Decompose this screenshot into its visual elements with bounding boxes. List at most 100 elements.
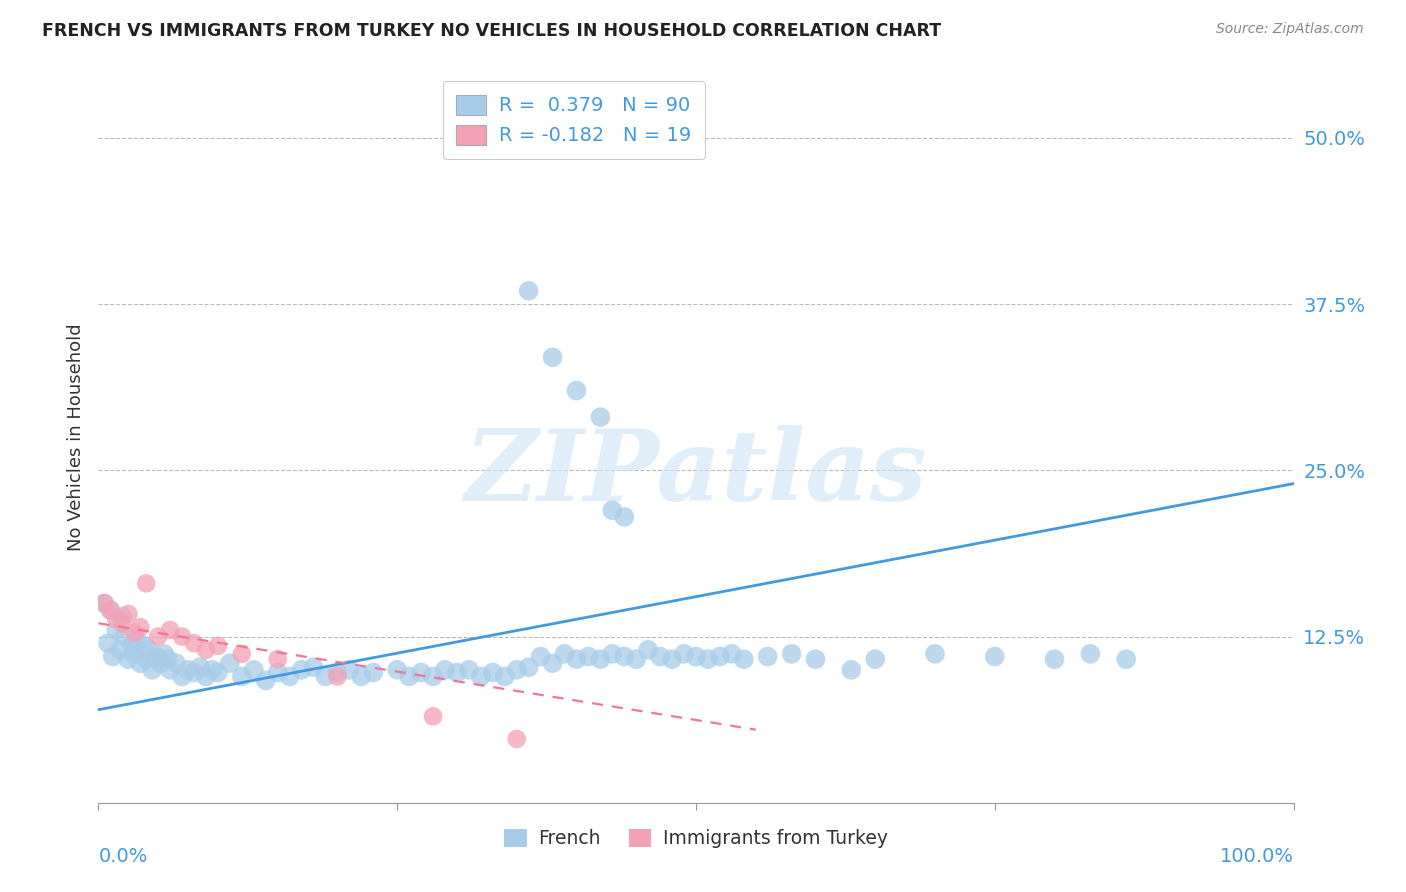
- Point: [661, 652, 683, 666]
- Point: [201, 663, 224, 677]
- Point: [602, 503, 624, 517]
- Point: [148, 652, 170, 666]
- Point: [219, 656, 242, 670]
- Point: [111, 616, 134, 631]
- Point: [111, 609, 134, 624]
- Point: [124, 625, 146, 640]
- Point: [565, 652, 588, 666]
- Point: [326, 669, 349, 683]
- Point: [117, 607, 139, 621]
- Point: [93, 596, 115, 610]
- Point: [411, 665, 433, 680]
- Point: [183, 636, 205, 650]
- Point: [195, 643, 218, 657]
- Legend: French, Immigrants from Turkey: French, Immigrants from Turkey: [496, 822, 896, 855]
- Point: [101, 649, 124, 664]
- Point: [172, 669, 194, 683]
- Point: [98, 603, 122, 617]
- Point: [129, 620, 152, 634]
- Point: [97, 636, 120, 650]
- Point: [132, 639, 155, 653]
- Point: [195, 669, 218, 683]
- Point: [709, 649, 731, 664]
- Point: [149, 656, 172, 670]
- Point: [517, 660, 540, 674]
- Point: [554, 647, 576, 661]
- Point: [1115, 652, 1137, 666]
- Text: Source: ZipAtlas.com: Source: ZipAtlas.com: [1216, 22, 1364, 37]
- Point: [326, 665, 349, 680]
- Point: [145, 649, 167, 664]
- Point: [350, 669, 373, 683]
- Point: [589, 652, 612, 666]
- Point: [613, 649, 636, 664]
- Point: [589, 410, 612, 425]
- Point: [673, 647, 696, 661]
- Point: [398, 669, 420, 683]
- Point: [124, 647, 146, 661]
- Point: [105, 612, 128, 626]
- Point: [733, 652, 755, 666]
- Point: [243, 663, 266, 677]
- Text: 0.0%: 0.0%: [98, 847, 148, 866]
- Point: [1043, 652, 1066, 666]
- Point: [422, 669, 444, 683]
- Y-axis label: No Vehicles in Household: No Vehicles in Household: [66, 323, 84, 551]
- Point: [117, 652, 139, 666]
- Point: [138, 643, 160, 657]
- Point: [756, 649, 779, 664]
- Point: [578, 649, 600, 664]
- Point: [613, 509, 636, 524]
- Point: [434, 663, 457, 677]
- Point: [153, 647, 176, 661]
- Point: [93, 596, 115, 610]
- Point: [135, 576, 157, 591]
- Point: [422, 709, 444, 723]
- Point: [339, 663, 361, 677]
- Point: [697, 652, 720, 666]
- Point: [148, 630, 170, 644]
- Point: [207, 639, 229, 653]
- Point: [231, 669, 253, 683]
- Point: [637, 643, 659, 657]
- Point: [924, 647, 946, 661]
- Point: [721, 647, 744, 661]
- Point: [541, 351, 564, 365]
- Point: [841, 663, 863, 677]
- Point: [114, 630, 136, 644]
- Point: [172, 630, 194, 644]
- Point: [98, 603, 122, 617]
- Point: [494, 669, 516, 683]
- Point: [207, 665, 229, 680]
- Point: [446, 665, 468, 680]
- Text: FRENCH VS IMMIGRANTS FROM TURKEY NO VEHICLES IN HOUSEHOLD CORRELATION CHART: FRENCH VS IMMIGRANTS FROM TURKEY NO VEHI…: [42, 22, 941, 40]
- Point: [108, 643, 131, 657]
- Point: [165, 656, 187, 670]
- Point: [865, 652, 887, 666]
- Point: [517, 284, 540, 298]
- Point: [302, 660, 325, 674]
- Point: [780, 647, 803, 661]
- Point: [254, 673, 277, 688]
- Point: [315, 669, 337, 683]
- Text: 100.0%: 100.0%: [1219, 847, 1294, 866]
- Point: [135, 652, 157, 666]
- Point: [541, 656, 564, 670]
- Point: [188, 660, 211, 674]
- Point: [648, 649, 672, 664]
- Point: [530, 649, 553, 664]
- Point: [626, 652, 648, 666]
- Point: [984, 649, 1007, 664]
- Point: [159, 663, 181, 677]
- Point: [156, 652, 179, 666]
- Point: [121, 639, 143, 653]
- Point: [177, 663, 200, 677]
- Point: [267, 652, 290, 666]
- Point: [685, 649, 707, 664]
- Point: [291, 663, 314, 677]
- Point: [385, 663, 409, 677]
- Point: [278, 669, 301, 683]
- Point: [363, 665, 385, 680]
- Point: [141, 663, 163, 677]
- Point: [602, 647, 624, 661]
